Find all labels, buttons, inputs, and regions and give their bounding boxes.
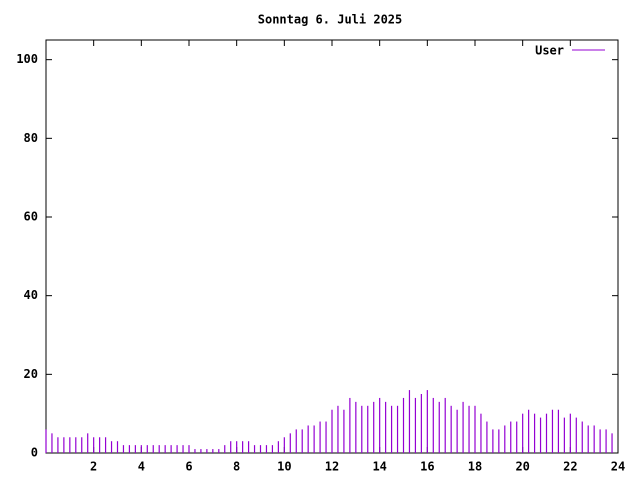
x-tick-label: 6 [185, 460, 192, 474]
y-tick-label: 100 [16, 52, 38, 66]
x-tick-label: 24 [611, 460, 625, 474]
x-tick-label: 16 [420, 460, 434, 474]
y-tick-label: 0 [31, 446, 38, 460]
x-tick-label: 14 [372, 460, 386, 474]
x-tick-label: 18 [468, 460, 482, 474]
x-tick-label: 8 [233, 460, 240, 474]
y-tick-label: 60 [24, 210, 38, 224]
x-tick-label: 2 [90, 460, 97, 474]
y-tick-label: 20 [24, 367, 38, 381]
y-tick-label: 80 [24, 131, 38, 145]
x-tick-label: 10 [277, 460, 291, 474]
plot-frame [45, 39, 619, 454]
x-tick-label: 20 [515, 460, 529, 474]
legend-label: User [535, 44, 564, 58]
x-tick-label: 12 [325, 460, 339, 474]
y-tick-label: 40 [24, 288, 38, 302]
x-tick-label: 4 [138, 460, 145, 474]
x-tick-label: 22 [563, 460, 577, 474]
chart-title: Sonntag 6. Juli 2025 [258, 13, 403, 27]
